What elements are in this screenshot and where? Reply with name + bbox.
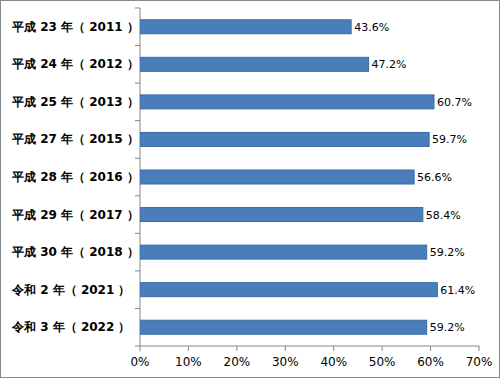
tick-label: 60%	[417, 355, 444, 369]
category-label: 平成 27 年（ 2015 ）	[11, 132, 139, 146]
category-tick	[135, 308, 140, 309]
category-label: 令和 3 年（ 2022 ）	[11, 320, 130, 334]
data-label: 47.2%	[372, 58, 407, 71]
bar	[140, 320, 427, 334]
category-label: 令和 2 年（ 2021 ）	[11, 283, 130, 297]
tick-label: 40%	[320, 355, 347, 369]
tick-mark	[140, 346, 141, 351]
data-label: 56.6%	[417, 171, 452, 184]
category-label: 平成 23 年（ 2011 ）	[11, 20, 139, 34]
bar	[140, 245, 427, 259]
bar	[140, 132, 429, 146]
bar	[140, 283, 437, 297]
category-tick	[135, 158, 140, 159]
category-label: 平成 30 年（ 2018 ）	[11, 245, 139, 259]
category-label: 平成 25 年（ 2013 ）	[11, 95, 139, 109]
tick-label: 70%	[466, 355, 493, 369]
tick-mark	[430, 346, 431, 351]
data-label: 59.7%	[432, 133, 467, 146]
category-label: 平成 24 年（ 2012 ）	[11, 57, 139, 71]
category-tick	[135, 233, 140, 234]
bar	[140, 208, 423, 222]
data-label: 58.4%	[426, 209, 461, 222]
chart-border	[1, 1, 500, 378]
chart: 0% 10% 20% 30% 40% 50% 60% 70% 平成 23 年（ 2011 ） 43…	[0, 0, 500, 378]
category-tick	[135, 8, 140, 9]
tick-label: 30%	[272, 355, 299, 369]
tick-mark	[479, 346, 480, 351]
category-tick	[135, 45, 140, 46]
tick-label: 50%	[369, 355, 396, 369]
data-label: 59.2%	[430, 321, 465, 334]
tick-mark	[333, 346, 334, 351]
bar	[140, 57, 369, 71]
bar	[140, 170, 414, 184]
tick-label: 20%	[224, 355, 251, 369]
category-tick	[135, 83, 140, 84]
category-tick	[135, 270, 140, 271]
tick-mark	[236, 346, 237, 351]
bar	[140, 20, 351, 34]
category-tick	[135, 120, 140, 121]
tick-mark	[382, 346, 383, 351]
x-axis	[140, 346, 479, 347]
tick-label: 10%	[175, 355, 202, 369]
category-label: 平成 28 年（ 2016 ）	[11, 170, 139, 184]
tick-label: 0%	[130, 355, 149, 369]
tick-mark	[285, 346, 286, 351]
tick-mark	[188, 346, 189, 351]
data-label: 43.6%	[354, 21, 389, 34]
data-label: 59.2%	[430, 246, 465, 259]
category-tick	[135, 346, 140, 347]
data-label: 60.7%	[437, 96, 472, 109]
category-label: 平成 29 年（ 2017 ）	[11, 208, 139, 222]
data-label: 61.4%	[440, 284, 475, 297]
category-tick	[135, 195, 140, 196]
bars	[140, 20, 437, 334]
bar	[140, 95, 434, 109]
